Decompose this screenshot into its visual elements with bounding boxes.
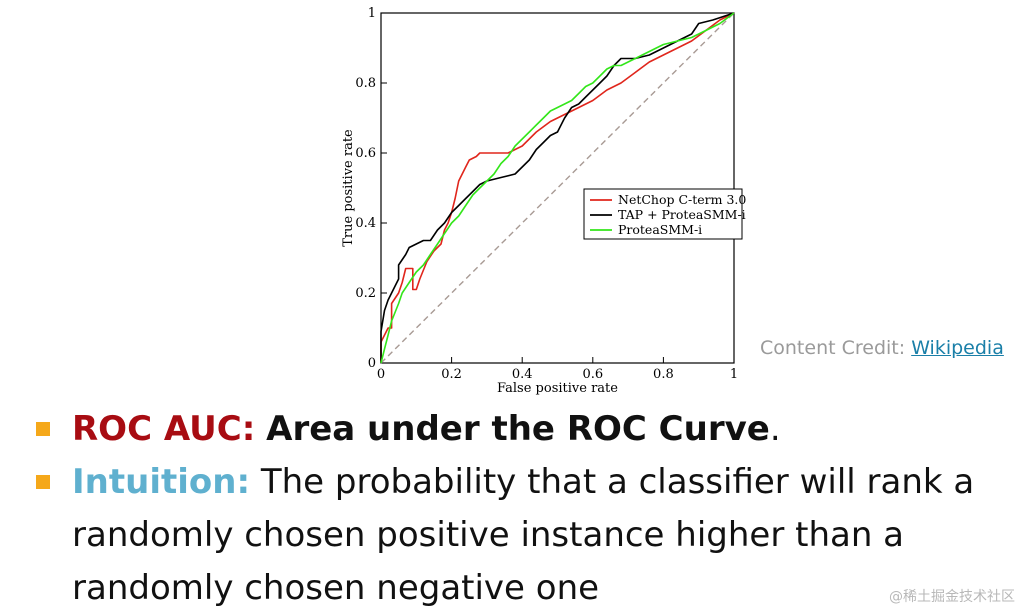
bullet-roc-auc: ROC AUC: Area under the ROC Curve.	[34, 403, 1019, 456]
plot-frame	[380, 12, 735, 364]
credit-prefix: Content Credit:	[760, 337, 912, 359]
x-tick-label: 0	[377, 367, 385, 382]
x-tick-label: 0.2	[441, 367, 462, 382]
roc-chart: 0 0.2 0.4 0.6 0.8 1 0 0.2 0.4 0.6 0.8 1 False posit…	[341, 6, 746, 396]
series-lines	[380, 12, 735, 364]
bullet-square-icon	[36, 422, 50, 436]
bullet-intuition: Intuition: The probability that a classi…	[34, 456, 1019, 615]
y-tick-label: 0.6	[355, 146, 376, 161]
intuition-text: The probability that a classifier will r…	[72, 462, 975, 608]
y-tick-label: 0.2	[355, 286, 376, 301]
roc-auc-keyword: ROC AUC:	[72, 409, 256, 449]
y-tick-label: 1	[368, 6, 376, 21]
watermark: @稀土掘金技术社区	[889, 589, 1015, 605]
diagonal-line	[380, 12, 735, 364]
bullet-square-icon	[36, 475, 50, 489]
series-line-2	[380, 12, 735, 364]
x-tick-label: 0.8	[653, 367, 674, 382]
x-tick-label: 0.4	[512, 367, 533, 382]
x-axis-label: False positive rate	[497, 381, 618, 396]
legend-label: TAP + ProteaSMM-i	[618, 207, 746, 222]
legend-label: ProteaSMM-i	[618, 222, 702, 237]
x-tick-label: 0.6	[582, 367, 603, 382]
y-tick-label: 0.4	[355, 216, 376, 231]
legend-label: NetChop C-term 3.0	[618, 192, 746, 207]
y-tick-label: 0	[368, 356, 376, 371]
series-line-1	[380, 12, 735, 363]
series-line-0	[380, 12, 735, 363]
y-tick-label: 0.8	[355, 76, 376, 91]
intuition-keyword: Intuition:	[72, 462, 251, 502]
x-tick-label: 1	[730, 367, 738, 382]
diagonal-reference	[380, 12, 735, 364]
content-credit: Content Credit: Wikipedia	[760, 337, 1004, 359]
roc-auc-definition: Area under the ROC Curve	[266, 409, 770, 449]
roc-auc-period: .	[769, 409, 781, 449]
wikipedia-link[interactable]: Wikipedia	[911, 337, 1004, 359]
y-axis-label: True positive rate	[341, 129, 356, 247]
axis-ticks: 0 0.2 0.4 0.6 0.8 1 0 0.2 0.4 0.6 0.8 1	[355, 6, 738, 382]
bullet-list: ROC AUC: Area under the ROC Curve. Intui…	[34, 403, 1019, 615]
